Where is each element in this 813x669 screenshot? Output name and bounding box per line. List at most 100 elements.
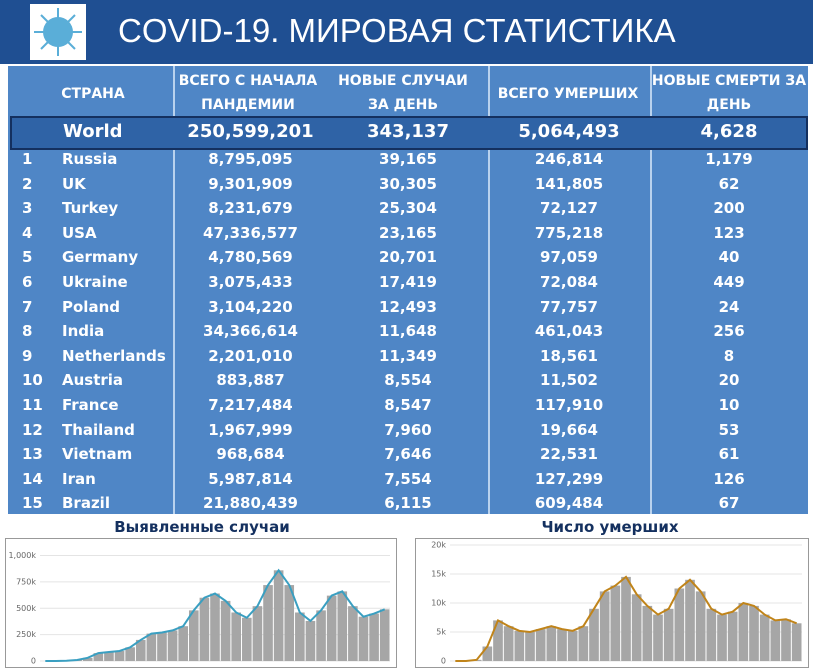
cell: 53 <box>718 420 740 439</box>
bar <box>599 591 610 661</box>
cell: 609,484 <box>534 494 604 513</box>
bar <box>727 611 738 661</box>
bar <box>167 630 178 661</box>
bar <box>316 610 326 661</box>
rank: 6 <box>22 273 33 291</box>
y-tick-label: 1,000k <box>8 551 36 560</box>
country: France <box>62 396 119 414</box>
world-cell: 250,599,201 <box>187 121 314 142</box>
country: Brazil <box>62 494 110 513</box>
bar <box>231 612 242 661</box>
y-tick-label: 15k <box>431 570 446 579</box>
cell: 97,059 <box>540 248 598 267</box>
cell: 18,561 <box>540 346 598 365</box>
country: UK <box>62 174 86 193</box>
bar <box>337 591 348 661</box>
cell: 7,217,484 <box>208 396 293 414</box>
country: Vietnam <box>62 445 133 464</box>
country: Ukraine <box>62 273 128 291</box>
bar <box>379 609 390 661</box>
bar <box>178 626 188 661</box>
bar <box>621 576 631 661</box>
cell: 775,218 <box>534 223 604 242</box>
cell: 10 <box>718 396 740 414</box>
bar <box>284 585 295 661</box>
cell: 22,531 <box>540 445 598 464</box>
column-header: СТРАНА <box>61 86 125 102</box>
world-cell: 5,064,493 <box>518 121 620 142</box>
bar <box>717 614 727 661</box>
cell: 6,115 <box>384 494 432 513</box>
bar <box>631 594 642 661</box>
column-header: ВСЕГО С НАЧАЛА ПАНДЕМИИ <box>178 73 318 113</box>
bar <box>82 657 93 661</box>
rank: 3 <box>22 199 33 218</box>
bar <box>135 639 146 661</box>
country: India <box>62 322 105 341</box>
bar <box>514 630 525 661</box>
cell: 19,664 <box>540 420 598 439</box>
country: Germany <box>62 248 139 267</box>
cell: 3,075,433 <box>208 273 293 291</box>
country: Russia <box>62 150 118 168</box>
table: СТРАНА ВСЕГО С НАЧАЛА ПАНДЕМИИ НОВЫЕ СЛУЧА… <box>8 66 808 514</box>
bar <box>578 626 589 661</box>
cell: 34,366,614 <box>203 322 298 341</box>
bar <box>252 606 263 661</box>
bar <box>125 647 135 661</box>
rank: 8 <box>22 322 33 341</box>
bar <box>220 600 231 661</box>
title: COVID-19. МИРОВАЯ СТАТИСТИКА <box>118 12 676 49</box>
bar <box>749 605 759 661</box>
bar <box>738 603 749 661</box>
bar <box>791 623 802 661</box>
cell: 141,805 <box>534 174 604 193</box>
bar <box>305 620 316 661</box>
cell: 20,701 <box>379 248 437 267</box>
cell: 449 <box>713 273 745 291</box>
bar <box>146 633 157 661</box>
bar <box>210 593 220 661</box>
cell: 4,780,569 <box>208 248 293 267</box>
world-cell: 343,137 <box>367 121 449 142</box>
virus-icon <box>30 4 86 60</box>
bar <box>653 614 663 661</box>
rank: 14 <box>22 469 43 488</box>
chart-title: Выявленные случаи <box>114 518 290 536</box>
rank: 1 <box>22 150 33 168</box>
cell: 77,757 <box>540 297 598 316</box>
cell: 20 <box>718 371 740 390</box>
cell: 7,960 <box>384 420 432 439</box>
bar <box>482 646 493 661</box>
bar <box>503 626 514 661</box>
bar <box>546 626 557 661</box>
bar <box>557 629 567 661</box>
cell: 5,987,814 <box>208 469 293 488</box>
bar <box>610 585 621 661</box>
cell: 9,301,909 <box>208 174 293 193</box>
column-header: НОВЫЕ СЛУЧАИ ЗА ДЕНЬ <box>338 73 468 113</box>
cell: 72,127 <box>540 199 598 218</box>
cell: 25,304 <box>379 199 437 218</box>
bar <box>114 650 125 661</box>
y-tick-label: 250k <box>16 630 36 639</box>
cell: 8,231,679 <box>208 199 293 218</box>
bar <box>685 579 695 661</box>
chart-title: Число умерших <box>541 518 679 536</box>
cell: 2,201,010 <box>208 346 293 365</box>
rank: 9 <box>22 346 33 365</box>
cell: 67 <box>718 494 740 513</box>
world-cell: 4,628 <box>700 121 758 142</box>
cell: 24 <box>718 297 740 316</box>
column-header: ВСЕГО УМЕРШИХ <box>497 86 639 102</box>
cell: 23,165 <box>379 223 437 242</box>
cell: 72,084 <box>540 273 598 291</box>
bar <box>157 632 167 661</box>
y-tick-label: 5k <box>436 628 446 637</box>
cell: 8,554 <box>384 371 432 390</box>
cell: 883,887 <box>216 371 285 390</box>
country: Poland <box>62 297 120 316</box>
country: Iran <box>62 469 96 488</box>
rank: 7 <box>22 297 33 316</box>
